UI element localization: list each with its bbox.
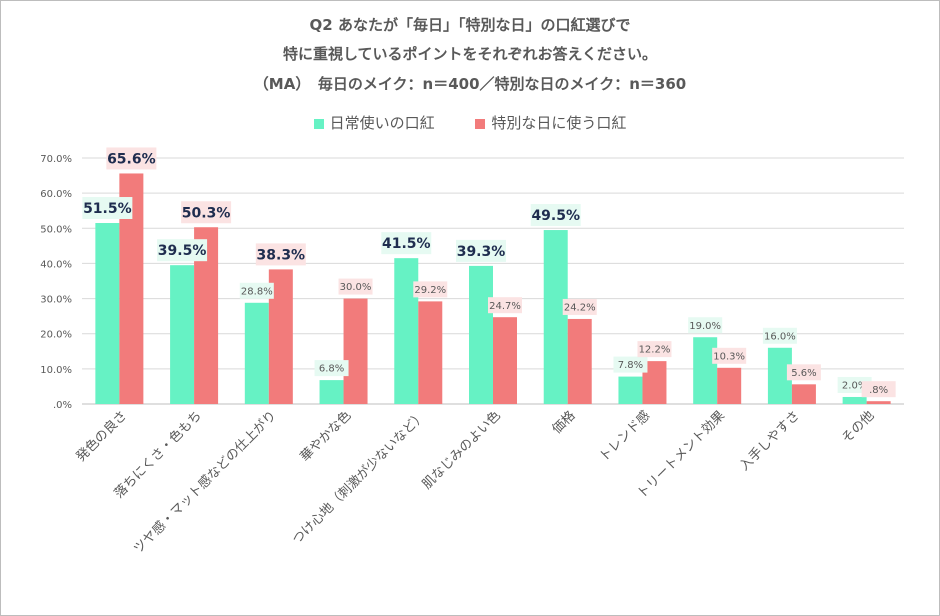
- data-label-series-2: 5.6%: [791, 368, 816, 379]
- bar-series-1: [170, 265, 195, 404]
- data-label-series-1: 39.5%: [158, 243, 207, 259]
- data-label-series-2: 50.3%: [182, 205, 231, 221]
- legend-swatch-series-1: [313, 118, 324, 129]
- data-label-bg: [413, 281, 448, 298]
- y-tick-label: 50.0%: [40, 224, 72, 235]
- data-label-series-1: 28.8%: [241, 286, 273, 297]
- category-label: 発色の良さ: [73, 408, 130, 465]
- data-label-bg: [562, 298, 597, 315]
- data-label-series-1: 41.5%: [382, 236, 431, 252]
- bar-series-1: [693, 337, 718, 404]
- chart-title-line-1: Q2 あなたが「毎日」「特別な日」の口紅選びで: [309, 16, 631, 34]
- y-tick-label: 40.0%: [40, 259, 72, 270]
- data-label-series-2: 12.2%: [639, 345, 671, 356]
- bar-series-2: [418, 301, 443, 404]
- data-label-series-1: 19.0%: [689, 321, 721, 332]
- data-label-bg: [157, 239, 208, 262]
- y-tick-label: .0%: [53, 400, 72, 411]
- bar-series-2: [567, 318, 592, 404]
- legend-swatch-series-2: [475, 118, 486, 129]
- data-label-series-2: .8%: [869, 385, 888, 396]
- data-label-series-1: 7.8%: [618, 360, 643, 371]
- bar-series-1: [95, 223, 120, 404]
- bar-series-2: [493, 317, 517, 404]
- category-label: その他: [839, 408, 877, 446]
- category-label: つけ心地（刺激が少ないなど）: [290, 408, 429, 547]
- bar-series-1: [618, 376, 643, 404]
- legend-label-series-1: 日常使いの口紅: [329, 114, 435, 132]
- y-tick-label: 70.0%: [40, 154, 72, 165]
- bar-series-1: [319, 380, 344, 404]
- data-label-series-1: 6.8%: [319, 364, 344, 375]
- bar-series-1: [543, 230, 568, 404]
- data-label-bg: [239, 282, 274, 299]
- data-label-series-1: 16.0%: [764, 331, 796, 342]
- data-label-bg: [488, 297, 522, 314]
- data-label-series-1: 39.3%: [457, 244, 506, 260]
- data-label-bg: [381, 232, 432, 255]
- data-label-series-2: 65.6%: [107, 152, 156, 168]
- bar-series-2: [717, 367, 742, 404]
- bar-series-2: [866, 401, 891, 404]
- data-label-bg: [637, 341, 672, 358]
- bar-series-1: [394, 258, 419, 404]
- data-label-bg: [181, 201, 232, 224]
- data-label-series-2: 29.2%: [414, 285, 446, 296]
- bar-series-2: [343, 298, 368, 404]
- legend-label-series-2: 特別な日に使う口紅: [491, 114, 627, 132]
- y-tick-label: 30.0%: [40, 295, 72, 306]
- data-label-series-2: 24.7%: [489, 301, 521, 312]
- data-label-bg: [688, 317, 723, 334]
- y-tick-label: 20.0%: [40, 330, 72, 341]
- category-label: 華やかな色: [297, 408, 354, 465]
- category-label: 価格: [549, 408, 579, 438]
- data-label-bg: [314, 360, 349, 377]
- data-label-bg: [530, 204, 581, 227]
- data-label-series-2: 10.3%: [713, 351, 745, 362]
- bar-series-1: [244, 302, 269, 404]
- legend-item-series-2: 特別な日に使う口紅: [475, 112, 626, 133]
- category-label: トレンド感: [596, 408, 653, 465]
- data-label-series-1: 51.5%: [83, 201, 132, 217]
- data-label-series-1: 2.0%: [842, 381, 867, 392]
- data-label-bg: [786, 364, 821, 381]
- data-label-bg: [82, 197, 133, 220]
- data-label-series-1: 49.5%: [531, 208, 580, 224]
- data-label-bg: [106, 147, 157, 170]
- bar-series-2: [791, 384, 816, 404]
- category-label: 入手しやすさ: [737, 408, 803, 474]
- data-label-bg: [338, 278, 373, 295]
- data-label-series-2: 38.3%: [257, 247, 306, 263]
- data-label-bg: [861, 381, 896, 398]
- y-tick-label: 10.0%: [40, 365, 72, 376]
- chart-title-line-2: 特に重視しているポイントをそれぞれお答えください。: [282, 45, 658, 63]
- data-label-bg: [712, 347, 747, 364]
- data-label-bg: [456, 239, 506, 262]
- data-label-series-2: 30.0%: [340, 282, 372, 293]
- data-label-bg: [762, 327, 797, 344]
- bar-series-1: [469, 265, 493, 404]
- category-label: ツヤ感・マット感などの仕上がり: [130, 408, 279, 557]
- category-label: 肌なじみのよい色: [419, 408, 504, 493]
- bar-series-1: [842, 396, 867, 404]
- data-label-series-2: 24.2%: [564, 303, 596, 314]
- y-tick-label: 60.0%: [40, 189, 72, 200]
- legend-item-series-1: 日常使いの口紅: [313, 112, 435, 133]
- data-label-bg: [613, 356, 648, 373]
- legend: 日常使いの口紅 特別な日に使う口紅: [0, 112, 940, 133]
- data-label-bg: [255, 243, 306, 266]
- chart-title-line-3: （MA） 毎日のメイク：n＝400／特別な日のメイク：n＝360: [253, 75, 687, 93]
